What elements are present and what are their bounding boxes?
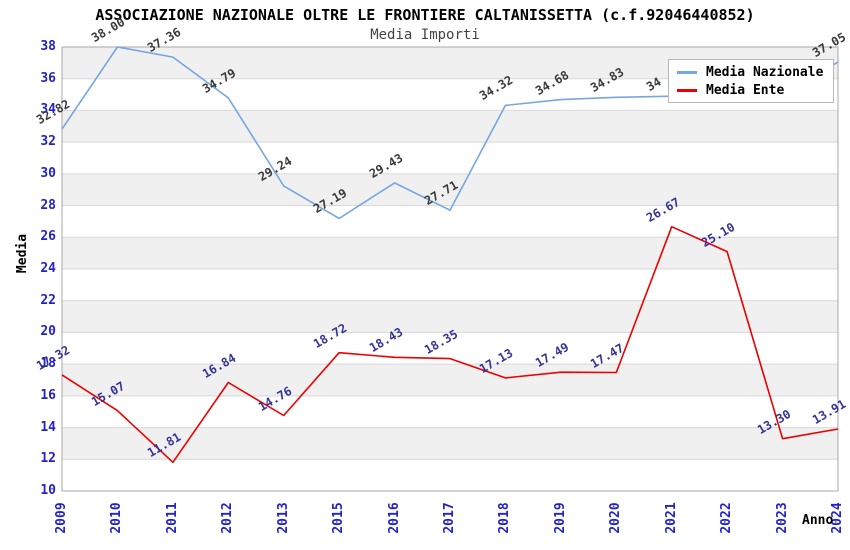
x-tick-label: 2011 xyxy=(164,502,180,534)
legend-label-ente: Media Ente xyxy=(706,82,785,98)
legend: Media Nazionale Media Ente xyxy=(668,59,835,103)
y-tick-label: 18 xyxy=(40,356,56,372)
plot-band xyxy=(62,300,838,333)
y-tick-label: 14 xyxy=(40,419,56,435)
plot-border xyxy=(61,46,839,492)
y-tick-label: 30 xyxy=(40,165,56,181)
x-axis-title: Anno xyxy=(802,513,834,528)
y-tick-label: 38 xyxy=(40,39,56,54)
x-tick-label: 2015 xyxy=(331,502,347,534)
series-line-media-ente xyxy=(61,225,839,464)
y-tick-label: 12 xyxy=(40,451,56,467)
x-tick-label: 2019 xyxy=(552,502,568,534)
plot-band xyxy=(62,237,838,269)
x-tick-label: 2022 xyxy=(719,502,735,534)
y-tick-label: 24 xyxy=(40,261,56,276)
y-tick-label: 36 xyxy=(40,70,56,86)
chart-title: ASSOCIAZIONE NAZIONALE OLTRE LE FRONTIER… xyxy=(95,6,755,24)
x-tick-label: 2023 xyxy=(774,502,790,534)
x-tick-label: 2021 xyxy=(663,502,679,534)
plot-band xyxy=(62,110,838,143)
x-tick-label: 2016 xyxy=(386,502,402,534)
plot-band xyxy=(62,173,838,206)
y-tick-label: 20 xyxy=(40,324,56,340)
x-tick-label: 2017 xyxy=(442,502,457,534)
legend-swatch-ente-icon xyxy=(677,88,697,92)
y-tick-label: 34 xyxy=(40,102,56,118)
legend-swatch-nazionale-icon xyxy=(677,70,697,74)
plot-band xyxy=(62,364,838,396)
legend-label-nazionale: Media Nazionale xyxy=(706,64,824,80)
x-tick-label: 2012 xyxy=(220,502,236,534)
x-tick-label: 2013 xyxy=(275,502,291,534)
x-tick-label: 2010 xyxy=(109,502,125,534)
legend-item-media-ente: Media Ente xyxy=(677,82,823,98)
y-axis-title: Media xyxy=(15,233,31,274)
x-tick-label: 2020 xyxy=(608,502,624,534)
y-tick-label: 22 xyxy=(40,292,56,308)
legend-item-media-nazionale: Media Nazionale xyxy=(677,64,824,80)
y-tick-label: 26 xyxy=(40,229,56,245)
y-tick-label: 32 xyxy=(40,134,56,150)
plot-band xyxy=(62,427,838,460)
chart-subtitle: Media Importi xyxy=(370,27,480,43)
y-tick-label: 10 xyxy=(40,483,56,498)
x-tick-label: 2009 xyxy=(54,502,69,534)
y-tick-label: 28 xyxy=(40,197,56,213)
x-tick-label: 2018 xyxy=(497,502,513,534)
y-tick-label: 16 xyxy=(40,387,56,403)
